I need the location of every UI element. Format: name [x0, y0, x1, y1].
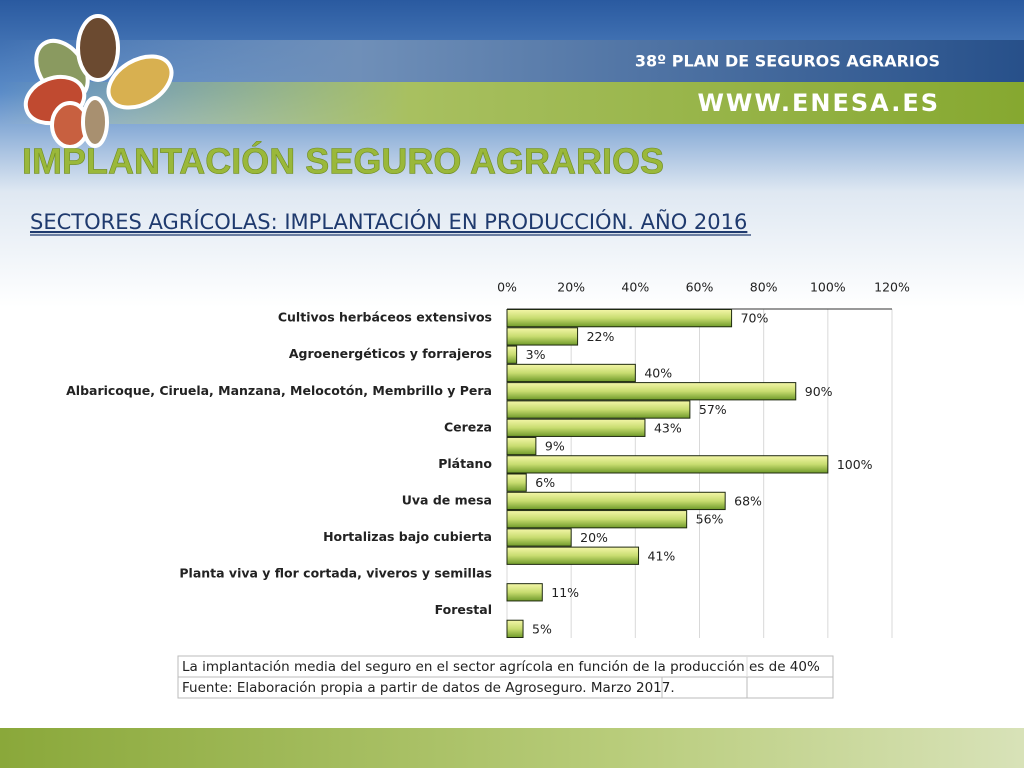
- footer-band: [0, 728, 1024, 768]
- value-label: 70%: [741, 311, 769, 326]
- x-tick-label: 100%: [810, 280, 846, 295]
- x-tick-label: 120%: [874, 280, 910, 295]
- category-label: Cereza: [444, 419, 492, 434]
- slide-title: IMPLANTACIÓN SEGURO AGRARIOS: [22, 140, 664, 182]
- category-label: Albaricoque, Ciruela, Manzana, Melocotón…: [66, 383, 492, 398]
- header-green-band: [0, 82, 1024, 124]
- bar: [506, 583, 543, 602]
- bar: [506, 436, 537, 456]
- value-label: 100%: [837, 457, 873, 472]
- x-tick-label: 20%: [557, 280, 585, 295]
- bar: [506, 491, 726, 511]
- category-label: Planta viva y flor cortada, viveros y se…: [179, 566, 492, 581]
- slide-subtitle: SECTORES AGRÍCOLAS: IMPLANTACIÓN EN PROD…: [30, 208, 747, 234]
- value-label: 22%: [587, 329, 615, 344]
- category-label: Hortalizas bajo cubierta: [323, 529, 492, 544]
- value-label: 43%: [654, 420, 682, 435]
- bar: [506, 382, 797, 401]
- value-label: 6%: [535, 475, 555, 490]
- bar: [506, 455, 829, 474]
- bar: [506, 363, 636, 383]
- category-label: Uva de mesa: [402, 492, 492, 507]
- category-label: Cultivos herbáceos extensivos: [278, 310, 492, 325]
- value-label: 68%: [734, 493, 762, 508]
- bar: [506, 345, 518, 364]
- value-label: 5%: [532, 621, 552, 636]
- note-mean: La implantación media del seguro en el s…: [182, 659, 820, 675]
- plan-name: 38º PLAN DE SEGUROS AGRARIOS: [635, 52, 940, 71]
- bar: [506, 327, 579, 346]
- bar: [506, 546, 640, 565]
- chart: 0% 20% 40% 60% 80% 100% 120% Cultivos herbáceos…: [66, 280, 910, 639]
- bar: [506, 418, 646, 437]
- bar: [506, 528, 572, 547]
- value-label: 11%: [551, 585, 579, 600]
- category-label: Forestal: [435, 602, 492, 617]
- x-tick-label: 60%: [686, 280, 714, 295]
- x-tick-label: 40%: [621, 280, 649, 295]
- bar: [506, 309, 733, 328]
- value-label: 9%: [545, 439, 565, 454]
- value-label: 56%: [696, 512, 724, 527]
- category-label: Plátano: [438, 456, 492, 471]
- category-label: Agroenergéticos y forrajeros: [289, 346, 492, 361]
- value-label: 20%: [580, 530, 608, 545]
- value-label: 3%: [526, 347, 546, 362]
- value-label: 90%: [805, 384, 833, 399]
- notes-table: La implantación media del seguro en el s…: [177, 655, 834, 699]
- x-tick-label: 0%: [497, 280, 517, 295]
- value-label: 41%: [648, 548, 676, 563]
- x-tick-label: 80%: [750, 280, 778, 295]
- note-source: Fuente: Elaboración propia a partir de d…: [182, 680, 675, 696]
- value-label: 57%: [699, 402, 727, 417]
- bar: [506, 400, 691, 419]
- bar: [506, 619, 524, 639]
- bar: [506, 510, 688, 529]
- website: WWW.ENESA.ES: [697, 89, 940, 117]
- value-label: 40%: [644, 365, 672, 380]
- logo: [23, 14, 174, 149]
- bar: [506, 473, 527, 492]
